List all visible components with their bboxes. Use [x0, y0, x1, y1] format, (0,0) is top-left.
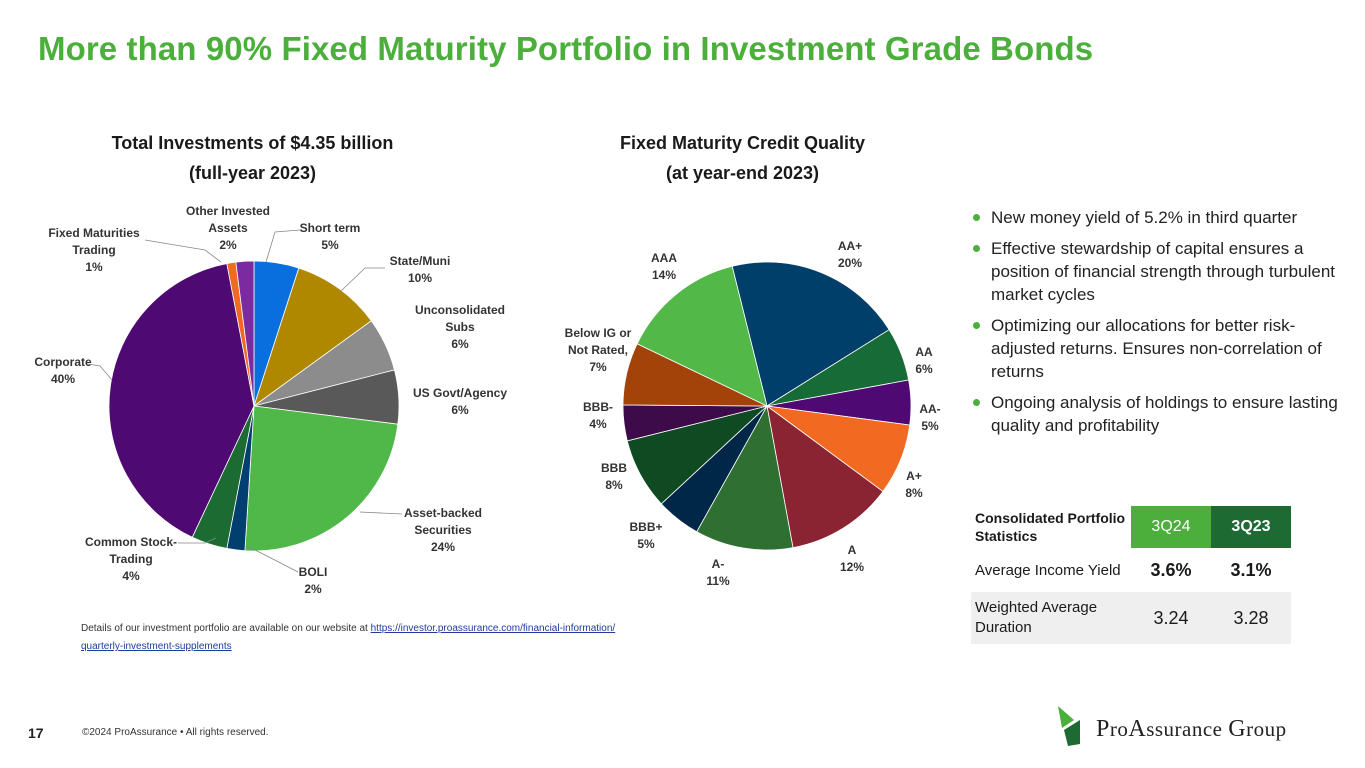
credit-quality-slice-aa [731, 261, 890, 407]
investments-label-unconsolidated-subs: Unconsolidated Subs 6% [415, 303, 505, 351]
investment-supplements-link-continued[interactable]: quarterly-investment-supplements [81, 641, 232, 652]
table-row: Weighted Average Duration 3.24 3.28 [971, 592, 1291, 644]
chart-1-title: Total Investments of $4.35 billion (full… [70, 128, 435, 188]
investments-label-common-stock-trading: Common Stock-Trading 4% [85, 535, 177, 583]
cell-value: 3.24 [1131, 592, 1211, 644]
chart-2-title-line2: (at year-end 2023) [665, 163, 820, 183]
bullet-item: New money yield of 5.2% in third quarter [970, 206, 1340, 229]
portfolio-statistics-table: Consolidated Portfolio Statistics 3Q24 3… [971, 506, 1291, 644]
bullet-item: Optimizing our allocations for better ri… [970, 314, 1340, 383]
cell-value: 3.6% [1131, 548, 1211, 592]
footnote-text: Details of our investment portfolio are … [81, 623, 371, 634]
bullet-item: Ongoing analysis of holdings to ensure l… [970, 391, 1340, 437]
page-number: 17 [28, 725, 44, 741]
investments-label-corporate: Corporate 40% [34, 355, 92, 386]
investments-label-state-muni: State/Muni 10% [390, 254, 451, 285]
cell-value: 3.1% [1211, 548, 1291, 592]
investments-slice-corporate [108, 263, 255, 538]
credit-quality-slice-a [766, 405, 884, 549]
credit-quality-slice-a [696, 404, 794, 551]
credit-quality-label-a: A-11% [706, 557, 730, 588]
investments-leader-line [265, 229, 301, 263]
investments-leader-line [178, 537, 217, 544]
credit-quality-label-aa: AA+ 20% [838, 239, 863, 270]
investments-label-short-term: Short term 5% [300, 221, 361, 252]
page-title: More than 90% Fixed Maturity Portfolio i… [38, 30, 1094, 67]
credit-quality-label-aa: AA-5% [919, 402, 940, 433]
key-points-list: New money yield of 5.2% in third quarter… [970, 206, 1340, 445]
investments-slice-other-invested-assets [235, 260, 255, 407]
bullet-dot-icon [973, 399, 980, 406]
bullet-item: Effective stewardship of capital ensures… [970, 237, 1340, 306]
investments-slice-asset-backed-securities [244, 405, 399, 552]
credit-quality-label-below-ig-or-not-rated: Below IG or Not Rated, 7% [565, 326, 632, 374]
investments-leader-line [359, 511, 403, 515]
chart-2-title: Fixed Maturity Credit Quality (at year-e… [560, 128, 925, 188]
row-label: Weighted Average Duration [971, 592, 1131, 644]
credit-quality-slice-aaa [636, 265, 768, 407]
investments-label-asset-backed-securities: Asset-backed Securities 24% [404, 506, 482, 554]
bullet-dot-icon [973, 214, 980, 221]
credit-quality-label-bbb: BBB-4% [583, 400, 613, 431]
logo-wordmark: ProAssurance Group [1096, 716, 1287, 742]
table-row: Average Income Yield 3.6% 3.1% [971, 548, 1291, 592]
investments-label-other-invested-assets: Other Invested Assets 2% [186, 204, 270, 252]
investments-leader-line [339, 267, 385, 293]
credit-quality-label-aaa: AAA 14% [651, 251, 677, 282]
proassurance-logo: ProAssurance Group [1052, 704, 1342, 748]
investments-leader-line [144, 239, 222, 263]
credit-quality-label-bbb: BBB+ 5% [629, 520, 662, 551]
credit-quality-label-bbb: BBB 8% [601, 461, 627, 492]
credit-quality-label-aa: AA 6% [915, 345, 933, 376]
column-header-3q24: 3Q24 [1131, 506, 1211, 548]
bullet-dot-icon [973, 322, 980, 329]
table-header-row: Consolidated Portfolio Statistics 3Q24 3… [971, 506, 1291, 548]
investments-label-fixed-maturities-trading: Fixed Maturities Trading 1% [48, 226, 140, 274]
credit-quality-label-a: A 12% [840, 543, 864, 574]
copyright-notice: ©2024 ProAssurance • All rights reserved… [82, 727, 269, 738]
row-label: Average Income Yield [971, 548, 1131, 592]
investments-slice-state-muni [253, 267, 372, 408]
chart-1-title-line1: Total Investments of $4.35 billion [111, 133, 394, 153]
bullet-dot-icon [973, 245, 980, 252]
investments-leader-line [87, 363, 113, 381]
chart-2-title-line1: Fixed Maturity Credit Quality [619, 133, 866, 153]
logo-leaf-icon [1058, 706, 1080, 746]
table-header-label: Consolidated Portfolio Statistics [971, 506, 1131, 548]
investments-label-us-govt-agency: US Govt/Agency 6% [413, 386, 507, 417]
investment-supplements-link[interactable]: https://investor.proassurance.com/financ… [370, 623, 616, 634]
credit-quality-label-a: A+ 8% [905, 469, 923, 500]
footnote: Details of our investment portfolio are … [81, 620, 681, 656]
investments-label-boli: BOLI 2% [299, 565, 328, 596]
chart-1-title-line2: (full-year 2023) [188, 163, 317, 183]
cell-value: 3.28 [1211, 592, 1291, 644]
column-header-3q23: 3Q23 [1211, 506, 1291, 548]
investments-leader-line [246, 545, 299, 573]
